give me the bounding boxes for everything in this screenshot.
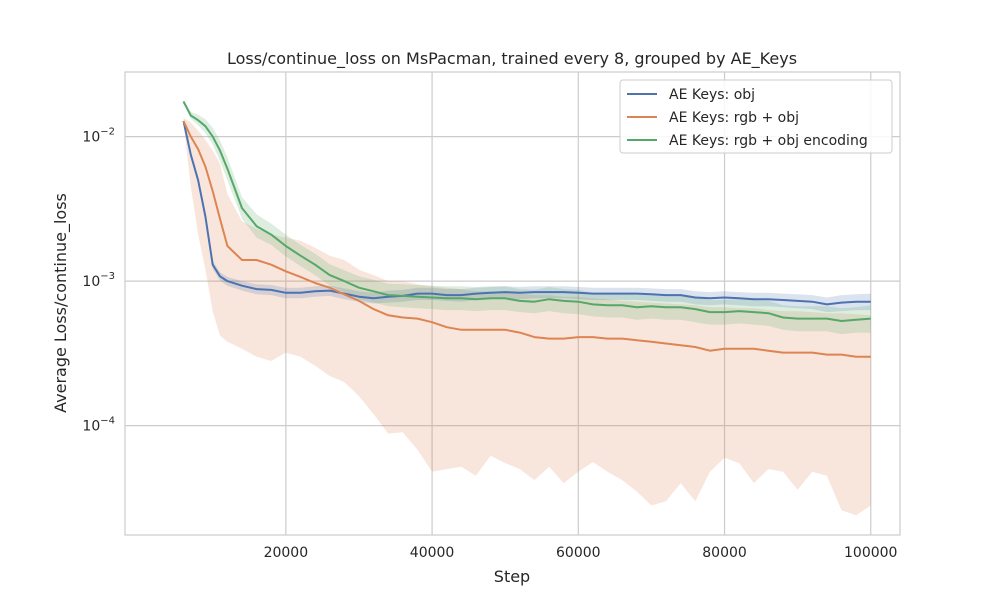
x-tick-label: 40000 [410, 545, 455, 561]
series-line [182, 120, 871, 306]
y-tick-label: 10−3 [82, 271, 115, 290]
legend-box [619, 79, 893, 154]
x-tick-label: 80000 [702, 545, 747, 561]
legend-label: AE Keys: rgb + obj [669, 110, 799, 126]
x-tick-label: 100000 [844, 545, 897, 561]
chart-title: Loss/continue_loss on MsPacman, trained … [227, 49, 797, 69]
confidence-band [183, 117, 871, 516]
confidence-band [183, 99, 871, 335]
series-lines [182, 101, 871, 358]
x-axis-ticks: 20000 40000 60000 80000 100000 [264, 545, 898, 561]
series-line [182, 101, 871, 322]
x-tick-label: 20000 [264, 545, 309, 561]
confidence-band [183, 120, 871, 313]
y-axis-ticks: 10−4 10−3 10−2 [82, 127, 115, 435]
y-tick-label: 10−2 [82, 127, 115, 146]
plot-frame [124, 71, 901, 536]
legend: AE Keys: obj AE Keys: rgb + obj AE Keys: r… [619, 79, 893, 154]
y-axis-label: Average Loss/continue_loss [51, 193, 71, 413]
y-tick-label: 10−4 [82, 416, 115, 435]
x-tick-label: 60000 [556, 545, 601, 561]
legend-label: AE Keys: rgb + obj encoding [669, 133, 868, 149]
series-line [182, 120, 871, 358]
legend-label: AE Keys: obj [669, 87, 755, 103]
x-axis-label: Step [494, 567, 530, 586]
confidence-bands [183, 99, 871, 516]
